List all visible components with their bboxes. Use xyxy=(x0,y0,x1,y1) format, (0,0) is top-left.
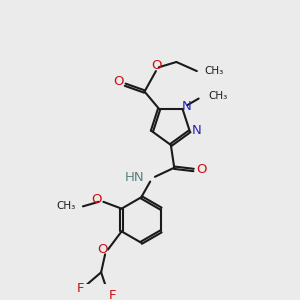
Text: HN: HN xyxy=(125,171,145,184)
Text: CH₃: CH₃ xyxy=(56,201,75,212)
Text: N: N xyxy=(191,124,201,137)
Text: CH₃: CH₃ xyxy=(204,66,224,76)
Text: O: O xyxy=(97,243,107,256)
Text: CH₃: CH₃ xyxy=(208,91,227,101)
Text: O: O xyxy=(113,75,124,88)
Text: O: O xyxy=(92,194,102,206)
Text: F: F xyxy=(109,289,116,300)
Text: O: O xyxy=(196,164,206,176)
Text: O: O xyxy=(152,59,162,72)
Text: N: N xyxy=(182,100,191,112)
Text: F: F xyxy=(77,282,84,295)
